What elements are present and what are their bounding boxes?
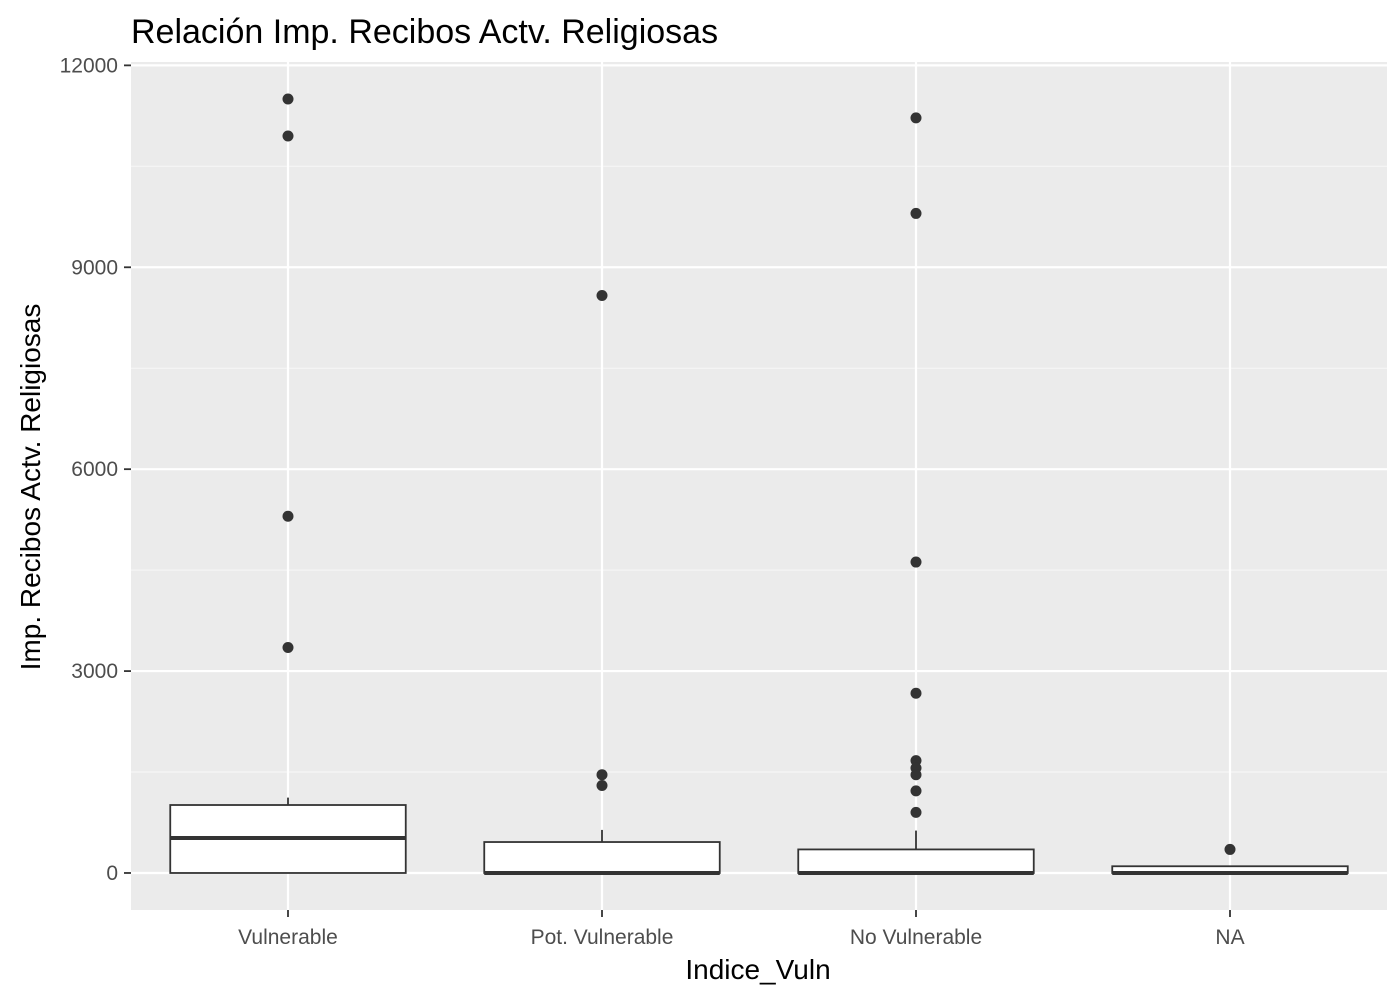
x-tick-label: Vulnerable	[238, 926, 338, 949]
x-axis: Vulnerable Pot. Vulnerable No Vulnerable NA	[238, 910, 1245, 949]
outlier-point	[596, 290, 608, 302]
outlier-point	[596, 769, 608, 781]
plot-panel	[131, 62, 1387, 910]
box-no-vulnerable	[797, 830, 1035, 875]
minor-gridlines	[131, 165, 1387, 773]
x-tick-label: NA	[1215, 926, 1244, 949]
x-axis-title: Indice_Vuln	[685, 954, 830, 985]
y-tick-label: 9000	[71, 256, 118, 279]
y-axis-title: Imp. Recibos Actv. Religiosas	[15, 304, 46, 671]
y-tick-label: 0	[106, 862, 118, 885]
outlier-point	[282, 642, 294, 654]
box-rect	[797, 848, 1035, 874]
outlier-point	[596, 779, 608, 791]
box-vulnerable	[169, 797, 407, 874]
box-na	[1111, 865, 1349, 875]
chart-title: Relación Imp. Recibos Actv. Religiosas	[131, 13, 718, 51]
boxes	[169, 797, 1349, 875]
outliers	[282, 93, 1236, 855]
y-tick-label: 12000	[60, 54, 118, 77]
y-tick-label: 6000	[71, 458, 118, 481]
outlier-point	[282, 93, 294, 105]
box-pot-vulnerable	[483, 829, 721, 875]
outlier-point	[1224, 843, 1236, 855]
outlier-point	[910, 785, 922, 797]
outlier-point	[910, 112, 922, 124]
outlier-point	[282, 510, 294, 522]
outlier-point	[910, 769, 922, 781]
outlier-point	[282, 130, 294, 142]
y-axis: 0 3000 6000 9000 12000	[60, 54, 131, 885]
outlier-point	[910, 207, 922, 219]
outlier-point	[910, 806, 922, 818]
box-rect	[483, 841, 721, 874]
x-tick-label: Pot. Vulnerable	[531, 926, 674, 949]
outlier-point	[910, 556, 922, 568]
outlier-point	[910, 687, 922, 699]
major-gridlines	[131, 62, 1387, 910]
y-tick-label: 3000	[71, 660, 118, 683]
x-tick-label: No Vulnerable	[850, 926, 982, 949]
